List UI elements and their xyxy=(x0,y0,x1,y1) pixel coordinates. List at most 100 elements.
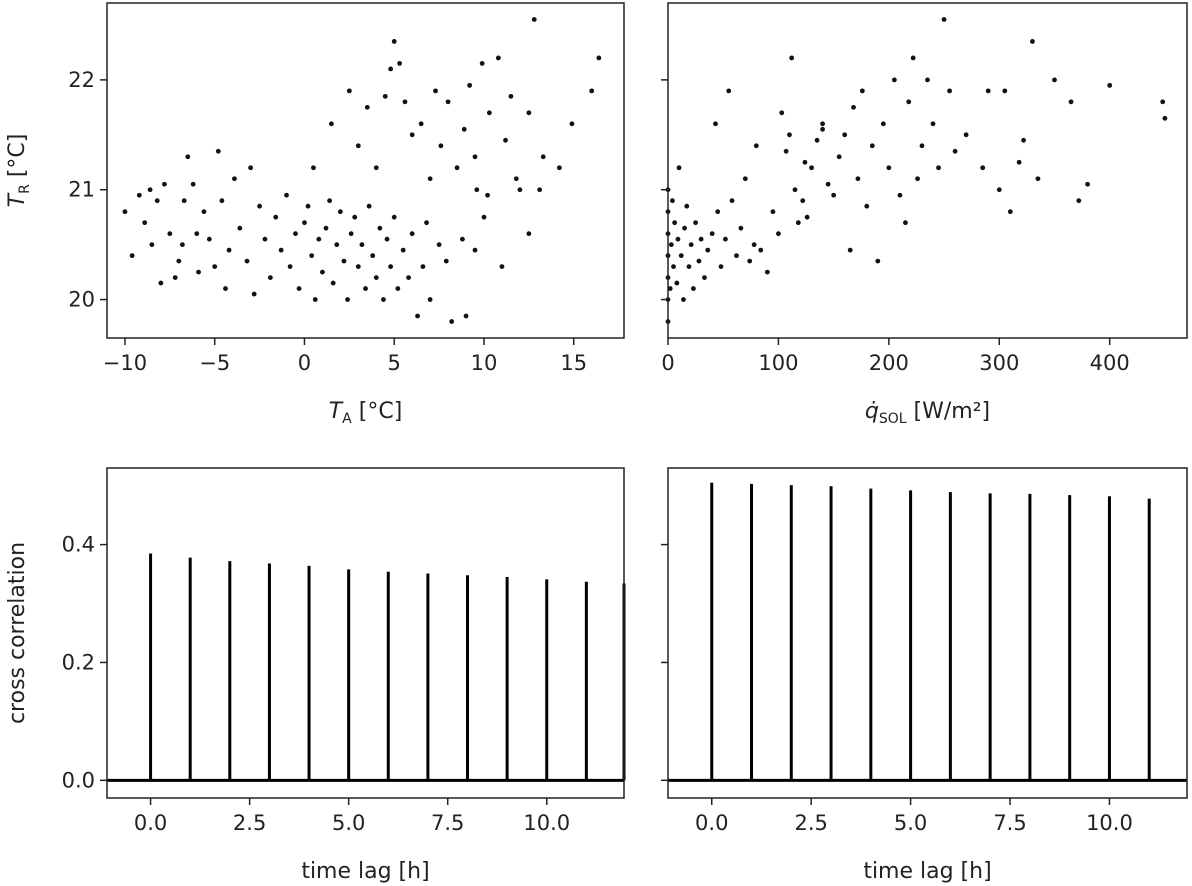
data-point xyxy=(693,220,699,226)
data-point xyxy=(1002,88,1008,94)
data-point xyxy=(443,258,449,264)
data-point xyxy=(864,203,870,209)
data-point xyxy=(486,110,492,116)
data-point xyxy=(596,55,602,61)
data-point xyxy=(715,209,721,215)
data-point xyxy=(758,247,764,253)
data-point xyxy=(814,137,820,143)
data-point xyxy=(449,319,455,324)
data-point xyxy=(391,214,397,220)
data-point xyxy=(675,236,681,242)
y-tick-label: 22 xyxy=(68,68,95,92)
data-point xyxy=(718,264,724,270)
data-point xyxy=(963,132,969,138)
data-point xyxy=(936,165,941,171)
data-point xyxy=(474,187,480,193)
data-point xyxy=(381,297,386,302)
y-tick-label: 0.4 xyxy=(62,533,95,557)
data-point xyxy=(941,17,947,22)
x-tick-label: 0.0 xyxy=(695,811,728,835)
data-point xyxy=(136,192,142,198)
data-point xyxy=(485,192,490,198)
data-point xyxy=(508,93,514,99)
data-point xyxy=(427,176,433,182)
data-point xyxy=(688,242,694,248)
data-point xyxy=(947,88,952,94)
data-point xyxy=(267,275,273,280)
data-point xyxy=(526,110,532,116)
data-point xyxy=(293,231,298,237)
data-point xyxy=(479,61,485,66)
data-point xyxy=(820,126,825,132)
x-tick-label: 10 xyxy=(471,351,498,375)
data-point xyxy=(1076,198,1082,204)
data-point xyxy=(402,99,408,105)
data-point xyxy=(792,187,798,193)
x-axis-label: time lag [h] xyxy=(301,859,429,884)
data-point xyxy=(702,275,707,280)
y-tick-label: 0.2 xyxy=(62,650,95,674)
data-point xyxy=(842,132,848,138)
x-tick-label: 400 xyxy=(1090,351,1130,375)
data-point xyxy=(734,253,739,259)
data-point xyxy=(1162,115,1168,121)
data-point xyxy=(1016,159,1022,165)
data-point xyxy=(495,55,501,61)
data-point xyxy=(262,236,268,242)
data-point xyxy=(190,181,196,187)
y-axis-label: cross correlation xyxy=(5,542,30,724)
data-point xyxy=(499,264,505,270)
panel-bottom-left: 0.0 2.5 5.0 7.5 10.0 0.0 0.2 0.4 time lag [h] cro… xyxy=(5,467,626,884)
x-tick-label: 7.5 xyxy=(993,811,1026,835)
x-tick-label: 2.5 xyxy=(233,811,266,835)
data-point xyxy=(219,198,225,204)
data-point xyxy=(690,286,696,291)
data-point xyxy=(384,236,390,242)
plot-area xyxy=(665,17,1168,324)
data-point xyxy=(676,165,682,171)
data-point xyxy=(320,269,325,275)
data-point xyxy=(226,247,232,253)
data-point xyxy=(251,291,257,297)
data-point xyxy=(1030,39,1035,44)
data-point xyxy=(181,198,187,204)
data-point xyxy=(925,77,930,83)
data-point xyxy=(352,214,358,220)
data-point xyxy=(212,264,218,270)
data-point xyxy=(751,242,757,248)
data-point xyxy=(273,214,279,220)
data-point xyxy=(122,209,128,215)
data-point xyxy=(397,61,403,66)
data-point xyxy=(880,121,886,127)
y-tick-label: 20 xyxy=(68,288,95,312)
data-point xyxy=(346,88,352,94)
data-point xyxy=(305,203,311,209)
data-point xyxy=(248,165,254,171)
data-point xyxy=(705,247,711,253)
data-point xyxy=(323,225,329,231)
x-tick-label: −5 xyxy=(199,351,230,375)
data-point xyxy=(341,258,347,264)
data-point xyxy=(142,220,148,226)
data-point xyxy=(366,203,372,209)
data-point xyxy=(472,154,478,160)
data-point xyxy=(678,253,684,259)
data-point xyxy=(709,231,715,237)
data-point xyxy=(681,297,686,302)
data-point xyxy=(836,154,842,160)
data-point xyxy=(1107,82,1113,88)
data-point xyxy=(698,236,704,242)
data-point xyxy=(531,17,537,22)
y-tick-label: 0.0 xyxy=(62,768,95,792)
data-point xyxy=(537,187,543,193)
data-point xyxy=(589,88,595,94)
data-point xyxy=(334,242,340,248)
data-point xyxy=(569,121,575,127)
panel-top-left: −10 −5 0 5 10 15 20 21 22 TA [°C] TR [°C] xyxy=(5,2,625,427)
data-point xyxy=(980,165,986,171)
data-point xyxy=(1052,77,1057,83)
data-point xyxy=(723,236,728,242)
data-point xyxy=(1068,99,1074,105)
data-point xyxy=(1085,181,1091,187)
x-tick-label: 200 xyxy=(869,351,909,375)
